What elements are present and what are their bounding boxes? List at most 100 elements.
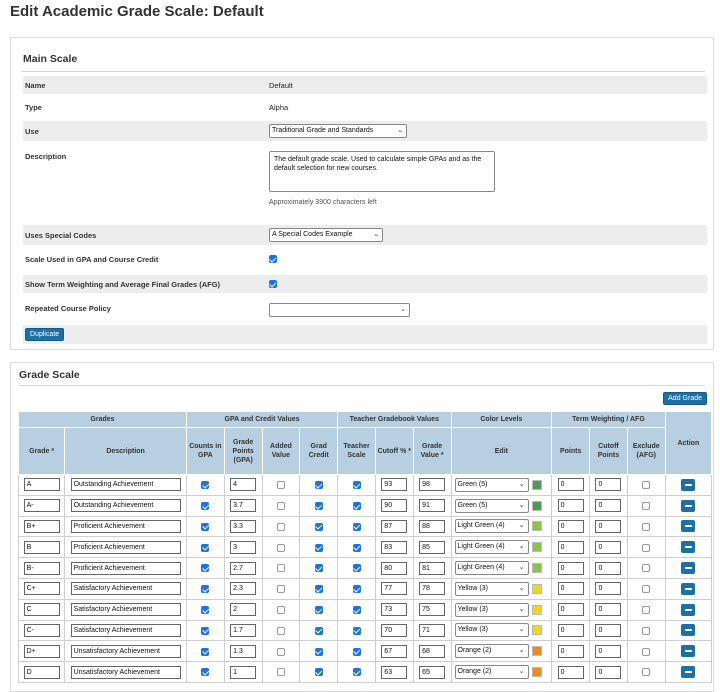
use-select[interactable]: Traditional Grade and Standards ⌄	[269, 124, 407, 138]
teacher-scale-checkbox[interactable]	[352, 502, 361, 511]
cutoff-points-input[interactable]: 0	[595, 582, 622, 596]
exclude-afg-checkbox[interactable]	[642, 606, 651, 615]
added-value-checkbox[interactable]	[276, 481, 285, 490]
grade-value-input[interactable]: 88	[419, 519, 446, 533]
color-level-select[interactable]: Yellow (3) ⌄	[454, 623, 529, 638]
counts-in-gpa-checkbox[interactable]	[201, 668, 210, 677]
grade-input[interactable]: C	[23, 603, 60, 617]
teacher-scale-checkbox[interactable]	[352, 564, 361, 573]
color-level-select[interactable]: Light Green (4) ⌄	[454, 540, 529, 555]
added-value-checkbox[interactable]	[276, 543, 285, 552]
points-input[interactable]: 0	[557, 623, 584, 637]
grade-value-input[interactable]: 78	[419, 582, 446, 596]
added-value-checkbox[interactable]	[276, 668, 285, 677]
grade-value-input[interactable]: 68	[419, 644, 446, 658]
color-level-select[interactable]: Light Green (4) ⌄	[454, 561, 529, 576]
exclude-afg-checkbox[interactable]	[642, 647, 651, 656]
points-input[interactable]: 0	[557, 582, 584, 596]
cutoff-input[interactable]: 77	[381, 582, 408, 596]
grade-value-input[interactable]: 98	[419, 478, 446, 492]
grade-points-input[interactable]: 3.3	[230, 519, 257, 533]
grade-value-input[interactable]: 81	[419, 561, 446, 575]
grad-credit-checkbox[interactable]	[314, 502, 323, 511]
exclude-afg-checkbox[interactable]	[642, 481, 651, 490]
grade-input[interactable]: C-	[23, 623, 60, 637]
remove-grade-button[interactable]	[681, 666, 696, 679]
grade-input[interactable]: A	[23, 478, 60, 492]
color-level-select[interactable]: Orange (2) ⌄	[454, 644, 529, 659]
grad-credit-checkbox[interactable]	[314, 543, 323, 552]
color-swatch[interactable]	[531, 625, 542, 636]
cutoff-input[interactable]: 63	[381, 665, 408, 679]
remove-grade-button[interactable]	[681, 603, 696, 616]
cutoff-input[interactable]: 83	[381, 540, 408, 554]
points-input[interactable]: 0	[557, 561, 584, 575]
grade-points-input[interactable]: 4	[230, 478, 257, 492]
repeated-policy-select[interactable]: ⌄	[269, 303, 410, 317]
grade-description-input[interactable]: Outstanding Achievement	[70, 499, 181, 513]
exclude-afg-checkbox[interactable]	[642, 522, 651, 531]
cutoff-points-input[interactable]: 0	[595, 540, 622, 554]
grade-value-input[interactable]: 71	[419, 623, 446, 637]
exclude-afg-checkbox[interactable]	[642, 668, 651, 677]
grade-description-input[interactable]: Proficient Achievement	[70, 561, 181, 575]
exclude-afg-checkbox[interactable]	[642, 564, 651, 573]
counts-in-gpa-checkbox[interactable]	[201, 647, 210, 656]
grad-credit-checkbox[interactable]	[314, 626, 323, 635]
grade-points-input[interactable]: 3	[230, 540, 257, 554]
added-value-checkbox[interactable]	[276, 647, 285, 656]
cutoff-points-input[interactable]: 0	[595, 623, 622, 637]
cutoff-points-input[interactable]: 0	[595, 561, 622, 575]
exclude-afg-checkbox[interactable]	[642, 626, 651, 635]
color-swatch[interactable]	[531, 563, 542, 574]
grade-points-input[interactable]: 1.3	[230, 644, 257, 658]
teacher-scale-checkbox[interactable]	[352, 647, 361, 656]
color-swatch[interactable]	[531, 521, 542, 532]
color-level-select[interactable]: Light Green (4) ⌄	[454, 519, 529, 534]
teacher-scale-checkbox[interactable]	[352, 585, 361, 594]
teacher-scale-checkbox[interactable]	[352, 668, 361, 677]
grad-credit-checkbox[interactable]	[314, 647, 323, 656]
cutoff-points-input[interactable]: 0	[595, 519, 622, 533]
color-swatch[interactable]	[531, 667, 542, 678]
counts-in-gpa-checkbox[interactable]	[201, 626, 210, 635]
color-level-select[interactable]: Green (5) ⌄	[454, 498, 529, 513]
cutoff-points-input[interactable]: 0	[595, 644, 622, 658]
color-swatch[interactable]	[531, 542, 542, 553]
teacher-scale-checkbox[interactable]	[352, 481, 361, 490]
grade-points-input[interactable]: 2.3	[230, 582, 257, 596]
counts-in-gpa-checkbox[interactable]	[201, 564, 210, 573]
points-input[interactable]: 0	[557, 644, 584, 658]
grade-description-input[interactable]: Proficient Achievement	[70, 540, 181, 554]
counts-in-gpa-checkbox[interactable]	[201, 606, 210, 615]
cutoff-input[interactable]: 90	[381, 499, 408, 513]
grade-value-input[interactable]: 65	[419, 665, 446, 679]
teacher-scale-checkbox[interactable]	[352, 543, 361, 552]
grade-description-input[interactable]: Satisfactory Achievement	[70, 603, 181, 617]
grade-input[interactable]: B	[23, 540, 60, 554]
added-value-checkbox[interactable]	[276, 502, 285, 511]
remove-grade-button[interactable]	[681, 562, 696, 575]
added-value-checkbox[interactable]	[276, 585, 285, 594]
added-value-checkbox[interactable]	[276, 606, 285, 615]
grade-description-input[interactable]: Unsatisfactory Achievement	[70, 665, 181, 679]
color-level-select[interactable]: Orange (2) ⌄	[454, 665, 529, 680]
exclude-afg-checkbox[interactable]	[642, 543, 651, 552]
grade-points-input[interactable]: 1	[230, 665, 257, 679]
remove-grade-button[interactable]	[681, 520, 696, 533]
duplicate-button[interactable]: Duplicate	[25, 328, 65, 341]
color-swatch[interactable]	[531, 604, 542, 615]
grade-points-input[interactable]: 1.7	[230, 623, 257, 637]
term-weighting-checkbox[interactable]	[269, 280, 277, 288]
grade-value-input[interactable]: 75	[419, 603, 446, 617]
grade-value-input[interactable]: 85	[419, 540, 446, 554]
color-swatch[interactable]	[531, 646, 542, 657]
remove-grade-button[interactable]	[681, 582, 696, 595]
teacher-scale-checkbox[interactable]	[352, 522, 361, 531]
grade-points-input[interactable]: 2	[230, 603, 257, 617]
cutoff-points-input[interactable]: 0	[595, 478, 622, 492]
remove-grade-button[interactable]	[681, 541, 696, 554]
grade-value-input[interactable]: 91	[419, 499, 446, 513]
added-value-checkbox[interactable]	[276, 522, 285, 531]
cutoff-points-input[interactable]: 0	[595, 665, 622, 679]
